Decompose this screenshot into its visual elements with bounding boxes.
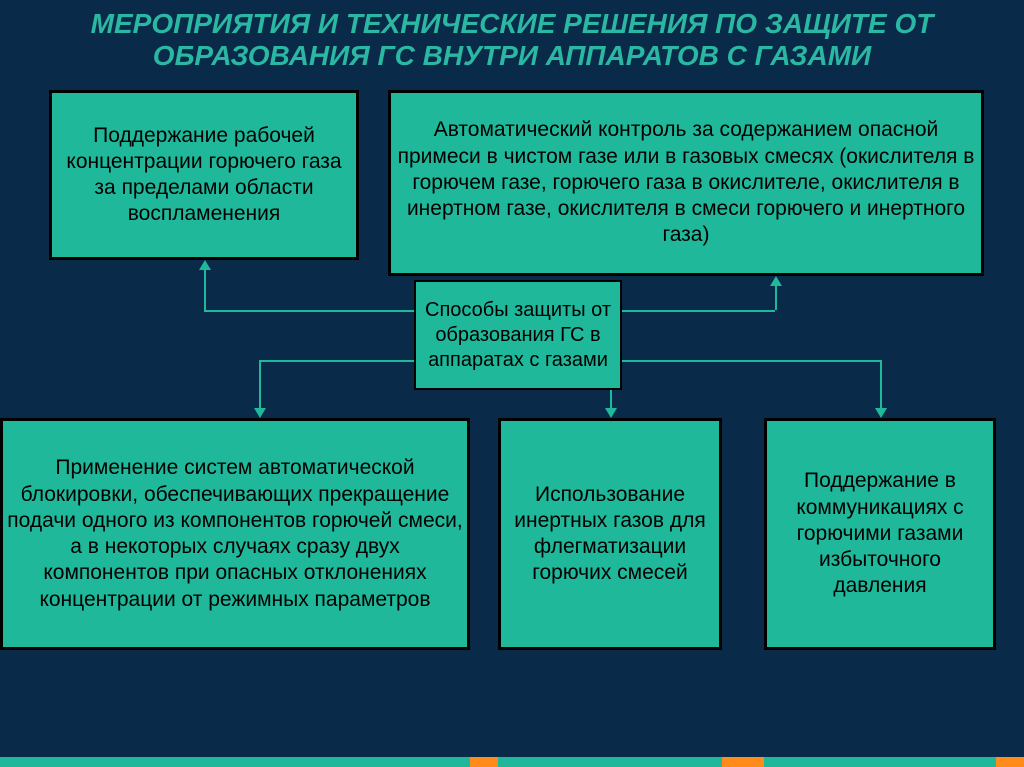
box-bottom-right-text: Поддержание в коммуникациях с горючими г… — [771, 468, 989, 599]
box-top-right: Автоматический контроль за содержанием о… — [388, 90, 984, 276]
box-bottom-left: Применение систем автоматической блокиро… — [0, 418, 470, 650]
center-box: Способы защиты от образования ГС в аппар… — [414, 280, 622, 390]
box-top-left-text: Поддержание рабочей концентрации горючег… — [56, 123, 352, 228]
box-top-right-text: Автоматический контроль за содержанием о… — [395, 117, 977, 248]
box-bottom-mid-text: Использование инертных газов для флегмат… — [505, 482, 715, 587]
center-box-text: Способы защиты от образования ГС в аппар… — [420, 298, 616, 373]
box-bottom-left-text: Применение систем автоматической блокиро… — [7, 455, 463, 613]
box-bottom-right: Поддержание в коммуникациях с горючими г… — [764, 418, 996, 650]
box-top-left: Поддержание рабочей концентрации горючег… — [49, 90, 359, 260]
box-bottom-mid: Использование инертных газов для флегмат… — [498, 418, 722, 650]
slide-title: МЕРОПРИЯТИЯ И ТЕХНИЧЕСКИЕ РЕШЕНИЯ ПО ЗАЩ… — [0, 0, 1024, 78]
